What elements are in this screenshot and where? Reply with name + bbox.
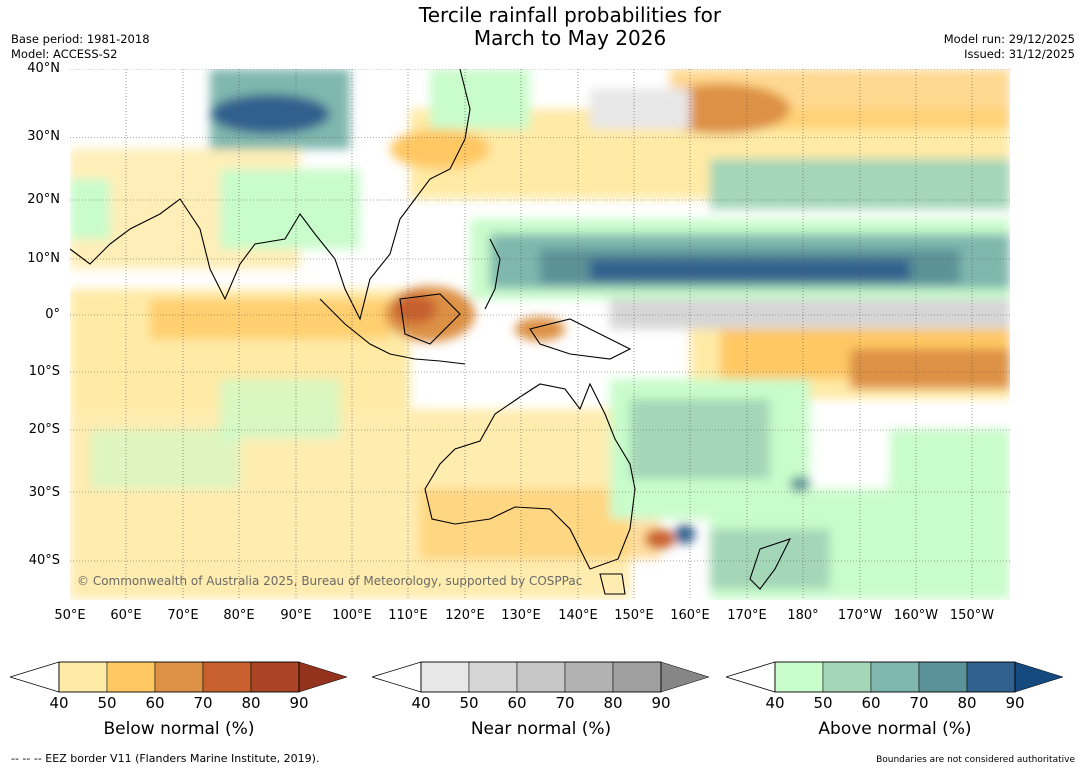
- above-normal-swatch: [870, 661, 920, 693]
- base-period: Base period: 1981-2018: [11, 32, 150, 46]
- lon-label: 50°E: [54, 608, 86, 623]
- above-normal-swatch: [966, 661, 1016, 693]
- rainfall-probability-map: [70, 69, 1010, 600]
- lon-label: 100°E: [332, 608, 372, 623]
- cb-tick: 40: [49, 694, 69, 712]
- below-normal-lower-extend: [10, 661, 60, 693]
- above-normal-swatch: [822, 661, 872, 693]
- cb-tick: 50: [459, 694, 479, 712]
- lat-label: 30°S: [28, 485, 60, 500]
- below-normal-upper-extend: [298, 661, 348, 693]
- map-title: Tercile rainfall probabilities for March…: [0, 4, 1085, 50]
- coastlines: [70, 69, 792, 595]
- near-normal-swatch: [612, 661, 662, 693]
- lon-label: 140°E: [558, 608, 598, 623]
- lat-label: 0°: [45, 307, 60, 322]
- below-normal-swatch: [154, 661, 204, 693]
- model-name: Model: ACCESS-S2: [11, 47, 118, 61]
- eez-border-note: -- -- -- EEZ border V11 (Flanders Marine…: [11, 752, 320, 765]
- cb-tick: 80: [603, 694, 623, 712]
- cb-tick: 80: [241, 694, 261, 712]
- graticule: [70, 69, 1010, 562]
- lon-label: 150°E: [614, 608, 654, 623]
- lon-label: 120°E: [445, 608, 485, 623]
- title-line-1: Tercile rainfall probabilities for: [418, 3, 722, 27]
- probability-shading: [70, 69, 1010, 599]
- lon-label: 130°E: [501, 608, 541, 623]
- near-normal-label: Near normal (%): [470, 719, 612, 739]
- cb-tick: 60: [861, 694, 881, 712]
- lat-label: 20°N: [27, 192, 60, 207]
- near-normal-swatch: [564, 661, 614, 693]
- near-normal-swatch: [420, 661, 470, 693]
- run-info: Model run: 29/12/2025 Issued: 31/12/2025: [944, 32, 1075, 62]
- cb-tick: 90: [289, 694, 309, 712]
- cb-tick: 50: [813, 694, 833, 712]
- lon-label: 180°: [787, 608, 819, 623]
- lat-label: 40°S: [28, 553, 60, 568]
- model-run: Model run: 29/12/2025: [943, 32, 1075, 46]
- near-normal-swatch: [468, 661, 518, 693]
- model-info: Base period: 1981-2018 Model: ACCESS-S2: [11, 32, 150, 62]
- lon-label: 170°E: [727, 608, 767, 623]
- cb-tick: 70: [909, 694, 929, 712]
- above-normal-swatch: [774, 661, 824, 693]
- above-normal-lower-extend: [726, 661, 776, 693]
- lon-label: 150°W: [949, 608, 995, 623]
- lon-label: 90°E: [280, 608, 312, 623]
- cb-tick: 90: [651, 694, 671, 712]
- cb-tick: 50: [97, 694, 117, 712]
- lon-label: 160°E: [670, 608, 710, 623]
- lat-label: 30°N: [27, 129, 60, 144]
- near-normal-lower-extend: [372, 661, 422, 693]
- below-normal-label: Below normal (%): [103, 719, 255, 739]
- above-normal-label: Above normal (%): [818, 719, 972, 739]
- lon-label: 60°E: [110, 608, 142, 623]
- copyright-notice: © Commonwealth of Australia 2025, Bureau…: [77, 574, 583, 588]
- above-normal-colorbar: [726, 661, 1064, 693]
- near-normal-upper-extend: [660, 661, 710, 693]
- lon-label: 170°W: [837, 608, 883, 623]
- cb-tick: 90: [1005, 694, 1025, 712]
- cb-tick: 60: [507, 694, 527, 712]
- cb-tick: 60: [145, 694, 165, 712]
- below-normal-swatch: [202, 661, 252, 693]
- lat-label: 40°N: [27, 61, 60, 76]
- below-normal-swatch: [250, 661, 300, 693]
- below-normal-swatch: [58, 661, 108, 693]
- above-normal-upper-extend: [1014, 661, 1064, 693]
- boundaries-disclaimer: Boundaries are not considered authoritat…: [876, 755, 1075, 765]
- lon-label: 70°E: [167, 608, 199, 623]
- near-normal-swatch: [516, 661, 566, 693]
- cb-tick: 40: [765, 694, 785, 712]
- below-normal-colorbar: [10, 661, 348, 693]
- below-normal-swatch: [106, 661, 156, 693]
- lon-label: 80°E: [223, 608, 255, 623]
- title-line-2: March to May 2026: [473, 26, 667, 50]
- cb-tick: 70: [555, 694, 575, 712]
- above-normal-swatch: [918, 661, 968, 693]
- lon-label: 160°W: [893, 608, 939, 623]
- lat-label: 10°S: [28, 364, 60, 379]
- lat-label: 20°S: [28, 422, 60, 437]
- cb-tick: 80: [957, 694, 977, 712]
- cb-tick: 70: [193, 694, 213, 712]
- issued-date: Issued: 31/12/2025: [964, 47, 1075, 61]
- lon-label: 110°E: [388, 608, 428, 623]
- cb-tick: 40: [411, 694, 431, 712]
- near-normal-colorbar: [372, 661, 710, 693]
- lat-label: 10°N: [27, 251, 60, 266]
